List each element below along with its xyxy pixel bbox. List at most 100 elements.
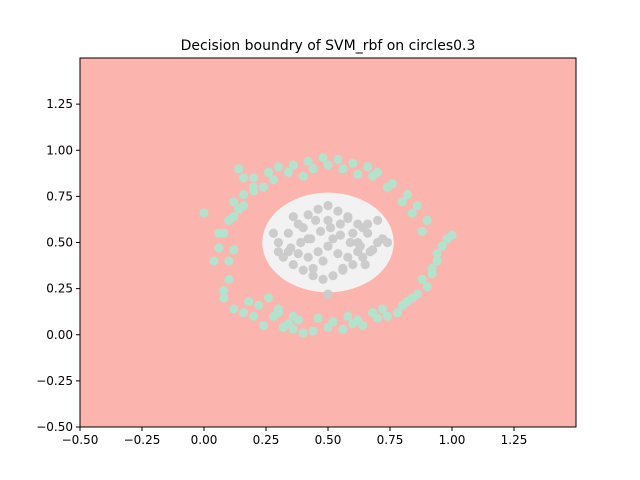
y-tick-label: 0.25 bbox=[46, 282, 73, 296]
x-tick-label: 0.25 bbox=[253, 433, 280, 447]
series-0-point bbox=[239, 308, 249, 318]
series-1-point bbox=[318, 274, 328, 284]
series-0-point bbox=[239, 201, 249, 211]
series-0-point bbox=[318, 153, 328, 163]
series-0-point bbox=[229, 197, 239, 207]
series-0-point bbox=[432, 256, 442, 266]
series-0-point bbox=[407, 208, 417, 218]
x-tick-label: 0.75 bbox=[377, 433, 404, 447]
series-1-point bbox=[323, 201, 333, 211]
y-tick-label: −0.50 bbox=[36, 420, 73, 434]
series-0-point bbox=[323, 160, 333, 170]
series-0-point bbox=[214, 228, 224, 238]
series-0-point bbox=[397, 197, 407, 207]
series-0-point bbox=[268, 175, 279, 185]
series-0-point bbox=[288, 160, 298, 170]
series-0-point bbox=[219, 293, 229, 303]
series-0-point bbox=[422, 215, 432, 225]
series-0-point bbox=[377, 304, 388, 314]
series-0-point bbox=[303, 156, 313, 166]
series-0-point bbox=[229, 212, 239, 222]
chart-title: Decision boundry of SVM_rbf on circles0.… bbox=[181, 38, 476, 54]
series-0-point bbox=[343, 311, 353, 321]
y-axis: −0.50 −0.25 0.00 0.25 0.50 0.75 1.00 1.25 bbox=[36, 97, 80, 434]
series-1-point bbox=[308, 271, 318, 281]
x-tick-label: −0.25 bbox=[124, 433, 161, 447]
series-1-point bbox=[343, 252, 353, 262]
series-1-point bbox=[288, 212, 298, 222]
series-0-point bbox=[214, 243, 224, 253]
series-0-point bbox=[244, 296, 254, 307]
series-1-point bbox=[328, 234, 338, 244]
series-0-point bbox=[368, 171, 378, 181]
series-0-point bbox=[382, 311, 393, 321]
series-1-point bbox=[298, 223, 308, 233]
series-0-point bbox=[209, 256, 219, 266]
y-tick-label: 0.00 bbox=[46, 328, 73, 342]
series-1-point bbox=[313, 204, 323, 214]
series-1-point bbox=[303, 252, 313, 262]
series-1-point bbox=[335, 230, 345, 240]
series-0-point bbox=[328, 317, 338, 327]
x-tick-label: 1.25 bbox=[501, 433, 528, 447]
series-0-point bbox=[308, 164, 318, 174]
series-0-point bbox=[258, 320, 269, 331]
y-tick-label: 1.25 bbox=[46, 97, 73, 111]
series-0-point bbox=[273, 162, 283, 172]
series-0-point bbox=[234, 164, 244, 174]
series-1-point bbox=[296, 237, 306, 248]
series-1-point bbox=[333, 206, 343, 216]
series-0-point bbox=[368, 308, 378, 318]
series-1-point bbox=[348, 228, 358, 238]
series-0-point bbox=[412, 201, 422, 211]
series-0-point bbox=[363, 162, 373, 172]
series-0-point bbox=[348, 158, 358, 168]
series-0-point bbox=[298, 328, 308, 338]
series-0-point bbox=[447, 230, 457, 240]
series-0-point bbox=[353, 315, 363, 325]
series-0-point bbox=[407, 293, 417, 303]
series-0-point bbox=[249, 186, 259, 196]
series-1-point bbox=[373, 215, 383, 225]
series-0-point bbox=[288, 311, 298, 321]
series-0-point bbox=[249, 173, 259, 183]
series-0-point bbox=[382, 182, 393, 192]
series-1-point bbox=[360, 260, 370, 270]
series-0-point bbox=[263, 167, 274, 177]
series-1-point bbox=[328, 271, 338, 281]
series-1-point bbox=[353, 247, 363, 257]
series-0-point bbox=[224, 274, 234, 284]
series-0-point bbox=[313, 313, 323, 323]
series-0-point bbox=[229, 304, 239, 314]
series-1-point bbox=[338, 263, 348, 273]
series-0-point bbox=[432, 248, 442, 259]
series-0-point bbox=[239, 173, 249, 183]
series-1-point bbox=[365, 247, 375, 257]
series-1-point bbox=[343, 212, 353, 222]
series-0-point bbox=[427, 269, 437, 279]
series-1-point bbox=[382, 237, 393, 248]
x-tick-label: −0.50 bbox=[62, 433, 99, 447]
series-1-point bbox=[273, 237, 283, 248]
series-1-point bbox=[335, 219, 345, 229]
series-1-point bbox=[323, 241, 333, 251]
series-0-point bbox=[417, 274, 427, 284]
series-0 bbox=[199, 153, 457, 338]
series-0-point bbox=[253, 300, 264, 310]
series-0-point bbox=[199, 208, 209, 218]
series-0-point bbox=[219, 285, 229, 296]
series-0-point bbox=[263, 293, 274, 303]
series-0-point bbox=[422, 282, 432, 292]
series-1-point bbox=[323, 289, 333, 299]
series-0-point bbox=[437, 241, 447, 251]
series-1-point bbox=[288, 260, 298, 270]
x-axis: −0.50 −0.25 0.00 0.25 0.50 0.75 1.00 1.25 bbox=[62, 427, 528, 447]
series-0-point bbox=[283, 319, 293, 329]
series-0-point bbox=[333, 154, 343, 165]
series-1-point bbox=[325, 223, 336, 233]
y-tick-label: 1.00 bbox=[46, 143, 73, 157]
series-0-point bbox=[392, 308, 403, 318]
x-tick-label: 0.50 bbox=[315, 433, 342, 447]
series-0-point bbox=[338, 324, 348, 334]
y-tick-label: −0.25 bbox=[36, 374, 73, 388]
